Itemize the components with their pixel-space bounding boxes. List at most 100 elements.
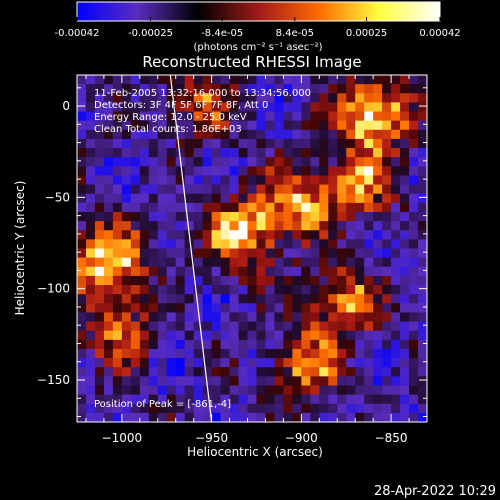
heatmap-cell: [112, 321, 123, 332]
heatmap-cell: [112, 403, 123, 414]
heatmap-cell: [121, 102, 132, 113]
heatmap-cell: [193, 202, 204, 213]
heatmap-cell: [139, 175, 150, 186]
heatmap-cell: [409, 148, 419, 158]
heatmap-cell: [85, 211, 96, 222]
heatmap-cell: [319, 129, 329, 140]
heatmap-cell: [364, 257, 374, 268]
heatmap-cell: [148, 376, 159, 387]
heatmap-cell: [391, 266, 401, 277]
heatmap-cell: [85, 230, 96, 240]
heatmap-cell: [166, 321, 177, 332]
heatmap-cell: [409, 120, 419, 131]
heatmap-cell: [382, 129, 392, 140]
heatmap-cell: [346, 367, 356, 377]
heatmap-cell: [391, 138, 401, 149]
heatmap-cell: [373, 193, 383, 204]
heatmap-cell: [77, 202, 87, 213]
heatmap-cell: [238, 412, 249, 422]
heatmap-cell: [211, 102, 222, 113]
heatmap-cell: [166, 358, 177, 368]
heatmap-cell: [382, 138, 392, 149]
heatmap-cell: [85, 339, 96, 350]
heatmap-cell: [283, 321, 293, 332]
heatmap-cell: [310, 120, 320, 131]
heatmap-cell: [238, 102, 249, 113]
heatmap-cell: [229, 376, 240, 387]
heatmap-cell: [220, 330, 231, 341]
heatmap-cell: [346, 239, 356, 250]
heatmap-cell: [301, 230, 311, 240]
heatmap-cell: [175, 266, 186, 277]
heatmap-cell: [112, 193, 123, 204]
heatmap-cell: [292, 75, 302, 85]
heatmap-cell: [292, 193, 302, 204]
heatmap-cell: [256, 312, 267, 323]
heatmap-cell: [427, 121, 437, 131]
heatmap-cell: [193, 412, 204, 422]
heatmap-cell: [355, 93, 365, 103]
heatmap-cell: [391, 157, 401, 167]
heatmap-cell: [77, 138, 87, 149]
heatmap-cell: [112, 330, 123, 341]
heatmap-cell: [346, 166, 356, 177]
heatmap-cell: [382, 202, 392, 213]
heatmap-cell: [238, 348, 249, 359]
heatmap-cell: [265, 403, 276, 414]
heatmap-cell: [346, 84, 356, 94]
heatmap-cell: [220, 412, 231, 422]
heatmap-cell: [85, 266, 96, 277]
heatmap-cell: [130, 157, 141, 167]
heatmap-cell: [157, 303, 168, 314]
y-tick-label: −150: [37, 373, 70, 387]
heatmap-cell: [337, 102, 347, 113]
heatmap-cell: [193, 102, 204, 113]
heatmap-cell: [166, 211, 177, 222]
heatmap-cell: [427, 175, 437, 185]
heatmap-cell: [400, 175, 410, 186]
heatmap-cell: [139, 266, 150, 277]
heatmap-cell: [112, 257, 123, 268]
heatmap-cell: [274, 376, 285, 387]
heatmap-cell: [337, 312, 347, 323]
heatmap-cell: [391, 403, 401, 414]
x-axis-title: Heliocentric X (arcsec): [187, 445, 323, 459]
heatmap-cell: [220, 403, 231, 414]
heatmap-cell: [301, 321, 311, 332]
heatmap-cell: [130, 330, 141, 341]
heatmap-cell: [310, 166, 320, 177]
heatmap-cell: [409, 221, 419, 231]
heatmap-cell: [130, 230, 141, 240]
heatmap-cell: [220, 211, 231, 222]
heatmap-cell: [346, 211, 356, 222]
heatmap-cell: [391, 321, 401, 332]
heatmap-cell: [373, 348, 383, 359]
heatmap-cell: [77, 120, 87, 131]
heatmap-cell: [373, 367, 383, 377]
heatmap-cell: [85, 348, 96, 359]
heatmap-cell: [130, 321, 141, 332]
colorbar-strip: [76, 1, 441, 22]
heatmap-cell: [94, 175, 105, 186]
heatmap-cell: [355, 394, 365, 405]
heatmap-cell: [77, 248, 87, 259]
heatmap-cell: [301, 412, 311, 422]
heatmap-cell: [184, 367, 195, 377]
heatmap-cell: [418, 239, 427, 250]
heatmap-cell: [121, 129, 132, 140]
heatmap-cell: [175, 367, 186, 377]
heatmap-cell: [202, 412, 213, 422]
heatmap-cell: [94, 148, 105, 158]
heatmap-cell: [121, 266, 132, 277]
heatmap-cell: [103, 84, 114, 94]
heatmap-cell: [247, 358, 258, 368]
heatmap-cell: [202, 193, 213, 204]
heatmap-cell: [265, 330, 276, 341]
heatmap-cell: [211, 367, 222, 377]
heatmap-cell: [211, 266, 222, 277]
heatmap-cell: [355, 202, 365, 213]
heatmap-cell: [337, 385, 347, 396]
heatmap-cell: [265, 166, 276, 177]
heatmap-cell: [166, 248, 177, 259]
heatmap-cell: [238, 403, 249, 414]
